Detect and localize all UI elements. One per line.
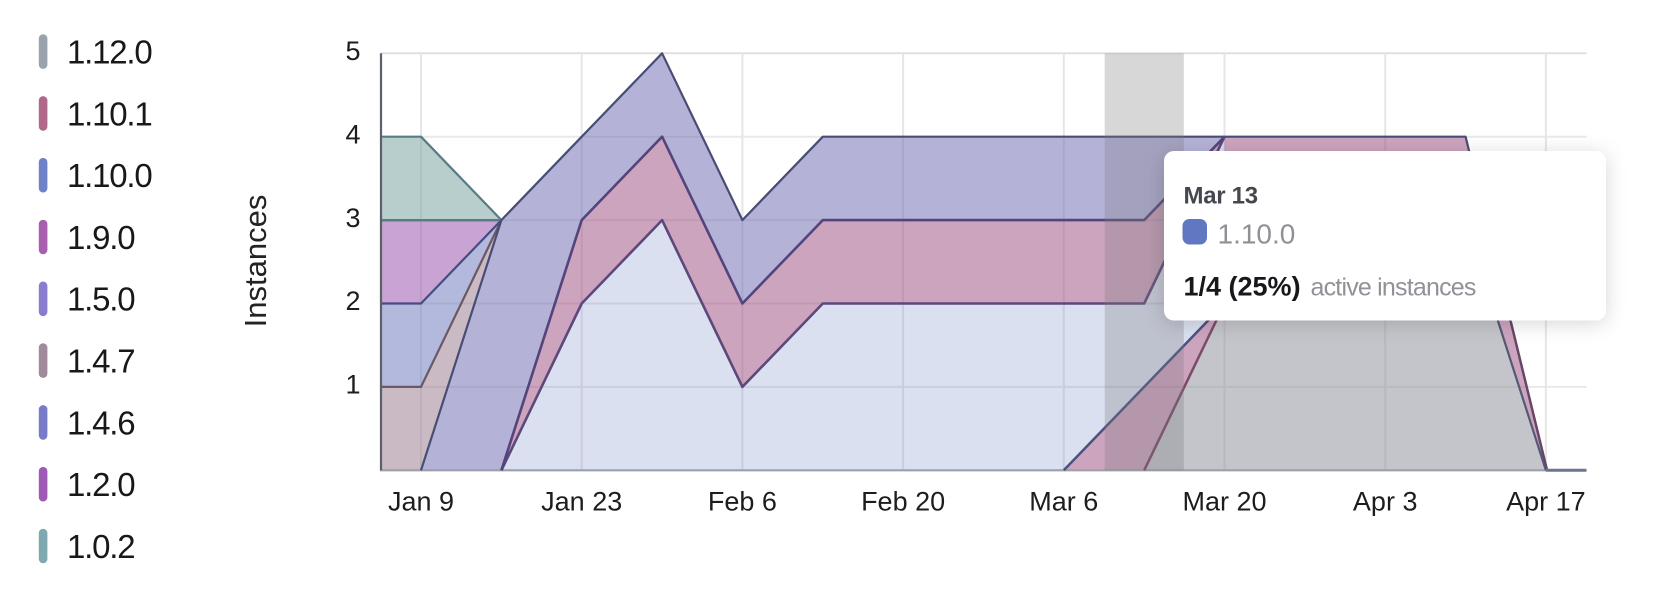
- svg-text:5: 5: [345, 36, 360, 66]
- svg-text:4: 4: [345, 119, 360, 149]
- svg-text:1.10.1: 1.10.1: [67, 95, 152, 132]
- svg-text:Apr 17: Apr 17: [1506, 487, 1586, 517]
- svg-text:1.5.0: 1.5.0: [67, 281, 135, 318]
- svg-text:Feb 20: Feb 20: [861, 487, 945, 517]
- svg-text:1.2.0: 1.2.0: [67, 466, 135, 503]
- svg-text:1/4 (25%): 1/4 (25%): [1184, 272, 1301, 302]
- svg-text:Instances: Instances: [238, 195, 273, 328]
- svg-text:Feb 6: Feb 6: [708, 487, 777, 517]
- svg-text:Mar 6: Mar 6: [1029, 487, 1098, 517]
- svg-text:Mar 13: Mar 13: [1184, 183, 1258, 210]
- svg-text:1.0.2: 1.0.2: [67, 528, 134, 565]
- svg-text:2: 2: [345, 286, 360, 316]
- svg-text:1.10.0: 1.10.0: [1218, 219, 1296, 250]
- svg-text:Jan 23: Jan 23: [541, 487, 622, 517]
- svg-text:Mar 20: Mar 20: [1182, 487, 1266, 517]
- svg-text:1.12.0: 1.12.0: [67, 34, 152, 71]
- svg-text:Apr 3: Apr 3: [1353, 487, 1418, 517]
- svg-text:Jan 9: Jan 9: [388, 487, 454, 517]
- svg-text:1.10.0: 1.10.0: [67, 157, 152, 194]
- svg-text:1.4.7: 1.4.7: [67, 343, 134, 380]
- svg-text:1.4.6: 1.4.6: [67, 404, 134, 441]
- svg-text:1: 1: [345, 370, 360, 400]
- svg-text:3: 3: [345, 203, 360, 233]
- svg-text:1.9.0: 1.9.0: [67, 219, 135, 256]
- svg-text:active instances: active instances: [1311, 274, 1476, 302]
